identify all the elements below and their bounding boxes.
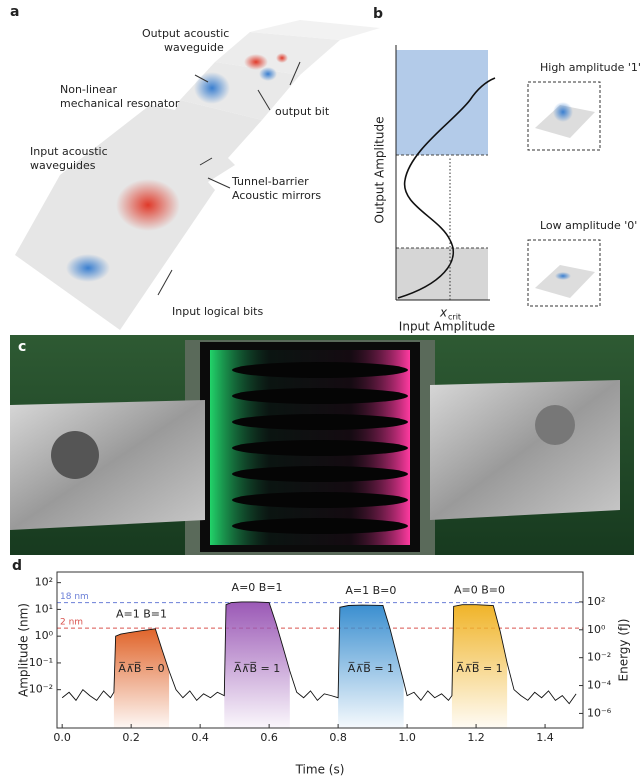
pulse-label: A=0 B=1 <box>232 581 283 594</box>
reference-label: 2 nm <box>60 618 83 628</box>
blob <box>259 67 277 81</box>
x-tick-label: 0.6 <box>260 731 278 744</box>
pulse-label: A=0 B=0 <box>454 584 505 597</box>
x-axis-label: Input Amplitude <box>399 320 495 334</box>
pulse-result: A̅∧̅B̅ = 0 <box>118 662 164 675</box>
screw <box>51 431 99 479</box>
pulse-label: A=1 B=0 <box>345 584 396 597</box>
inset-plate <box>535 265 595 298</box>
y2-tick-label: 10² <box>587 595 605 608</box>
x-tick-label: 1.4 <box>536 731 554 744</box>
y2-tick-label: 10⁻⁶ <box>587 706 612 719</box>
pulse-fill <box>114 629 169 728</box>
pulse-result: A̅∧̅B̅ = 1 <box>234 662 280 675</box>
y2-tick-label: 10⁰ <box>587 623 606 636</box>
inset-blob <box>553 102 573 122</box>
blob <box>276 53 288 63</box>
pulse-result: A̅∧̅B̅ = 1 <box>348 662 394 675</box>
annotation: Tunnel-barrier <box>231 175 309 188</box>
panel-a: a Output acoustic waveguide Non-linear m… <box>10 4 380 330</box>
clamp <box>430 380 620 520</box>
resonance <box>194 72 230 104</box>
y2-axis-label: Energy (fJ) <box>617 619 631 682</box>
panel-b: b High amplitude '1' Low amplitude '0' O… <box>373 6 640 334</box>
pulse-result: A̅∧̅B̅ = 1 <box>456 662 502 675</box>
inset-blob <box>555 272 571 280</box>
blob <box>66 254 110 282</box>
x-tick-label: 1.0 <box>398 731 416 744</box>
y2-tick-label: 10⁻² <box>587 651 611 664</box>
y2-tick-label: 10⁻⁴ <box>587 679 612 692</box>
annotation: Output acoustic <box>142 27 229 40</box>
x-tick-label: 1.2 <box>467 731 485 744</box>
annotation: waveguides <box>30 159 96 172</box>
annotation: Input logical bits <box>172 305 263 318</box>
y-axis-label: Amplitude (nm) <box>17 603 31 697</box>
annotation: Non-linear <box>60 83 117 96</box>
panel-label: b <box>373 6 383 22</box>
panel-d: d 18 nm 2 nm A=1 B=1 A̅∧̅B̅ = 0 A=0 B=1 A̅∧̅B… <box>12 558 631 777</box>
annotation: Acoustic mirrors <box>232 189 321 202</box>
y-tick-label: 10⁻² <box>29 683 53 696</box>
y-tick-label: 10⁻¹ <box>29 656 53 669</box>
x-crit: x <box>439 306 448 320</box>
high-region <box>396 50 488 155</box>
annotation: output bit <box>275 105 330 118</box>
panel-label: a <box>10 4 19 20</box>
blob <box>116 179 180 231</box>
clamp <box>10 400 205 530</box>
screw <box>535 405 575 445</box>
x-tick-label: 0.0 <box>53 731 71 744</box>
annotation: mechanical resonator <box>60 97 180 110</box>
y-tick-label: 10² <box>35 576 53 589</box>
x-axis-label: Time (s) <box>295 763 345 777</box>
y-axis-label: Output Amplitude <box>373 117 387 224</box>
reference-label: 18 nm <box>60 592 89 602</box>
y-tick-label: 10¹ <box>35 602 53 615</box>
panel-c: c <box>10 335 634 555</box>
panel-label: d <box>12 558 22 574</box>
x-tick-label: 0.8 <box>329 731 347 744</box>
annotation: waveguide <box>164 41 224 54</box>
panel-label: c <box>18 339 26 355</box>
x-tick-label: 0.4 <box>191 731 209 744</box>
y-tick-label: 10⁰ <box>35 629 54 642</box>
pulse-label: A=1 B=1 <box>116 608 167 621</box>
annotation: Input acoustic <box>30 145 108 158</box>
annotation: High amplitude '1' <box>540 61 640 74</box>
annotation: Low amplitude '0' <box>540 219 637 232</box>
figure: a Output acoustic waveguide Non-linear m… <box>0 0 640 778</box>
x-tick-label: 0.2 <box>122 731 140 744</box>
